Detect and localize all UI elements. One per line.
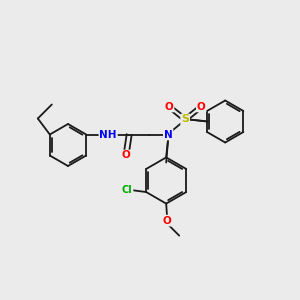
Text: O: O — [163, 216, 172, 226]
Text: N: N — [164, 130, 172, 140]
Text: O: O — [122, 151, 130, 160]
Text: Cl: Cl — [122, 185, 133, 195]
Text: O: O — [197, 101, 206, 112]
Text: NH: NH — [99, 130, 117, 140]
Text: O: O — [165, 101, 174, 112]
Text: S: S — [181, 115, 189, 124]
